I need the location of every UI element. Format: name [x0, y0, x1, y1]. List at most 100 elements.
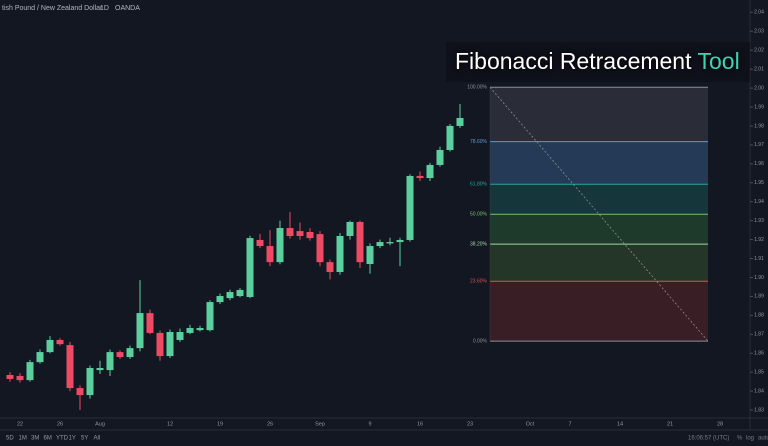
candle-body	[436, 150, 444, 165]
candle-body	[386, 242, 394, 244]
candle-body	[366, 246, 374, 265]
auto-toggle[interactable]: auto	[758, 436, 768, 442]
x-tick-label: 16	[417, 421, 423, 427]
candle-body	[456, 117, 464, 126]
candle-body	[416, 175, 424, 179]
y-tick-label: 2.01	[754, 66, 764, 72]
y-tick-label: 1.98	[754, 123, 764, 129]
y-tick-label: 1.85	[754, 369, 764, 375]
fib-zone	[490, 244, 708, 282]
candle-body	[446, 125, 454, 151]
y-tick-label: 1.84	[754, 388, 764, 394]
y-tick-label: 1.87	[754, 332, 764, 338]
x-tick-label: Oct	[526, 421, 535, 427]
y-tick-label: 1.90	[754, 275, 764, 281]
y-tick-label: 2.03	[754, 29, 764, 35]
candle-body	[26, 362, 34, 381]
range-button[interactable]: 1Y	[69, 436, 76, 442]
x-tick-label: 23	[467, 421, 473, 427]
candle-body	[86, 367, 94, 396]
interval: 1D	[100, 5, 109, 12]
candle-body	[146, 313, 154, 333]
candle-body	[156, 332, 164, 357]
range-button[interactable]: 3M	[31, 436, 39, 442]
fib-zone	[490, 214, 708, 245]
range-button[interactable]: 1M	[19, 436, 27, 442]
candle-body	[76, 388, 84, 396]
fib-level-label: 100.00%	[467, 85, 487, 91]
y-tick-label: 2.04	[754, 10, 764, 16]
y-tick-label: 1.83	[754, 407, 764, 413]
candle-body	[186, 328, 194, 333]
percent-toggle[interactable]: %	[737, 436, 743, 442]
candle-body	[406, 175, 414, 240]
candle-body	[106, 352, 114, 371]
x-tick-label: Sep	[315, 421, 325, 427]
y-tick-label: 1.99	[754, 104, 764, 110]
candle-body	[196, 328, 204, 331]
log-toggle[interactable]: log	[746, 436, 754, 442]
symbol: tish Pound / New Zealand Dollar	[2, 5, 103, 12]
fib-zone	[490, 87, 708, 142]
plot: 1.83 1.84 1.85 1.86 1.87 1.88 1.89 1.90 1.91 1.92…	[6, 10, 764, 427]
candle-body	[426, 164, 434, 179]
y-tick-label: 1.95	[754, 180, 764, 186]
candle-body	[206, 302, 214, 331]
clock: 16:06:57 (UTC)	[688, 436, 729, 442]
candle-body	[306, 232, 314, 239]
x-tick-label: 28	[717, 421, 723, 427]
candle-body	[356, 221, 364, 263]
overlay-title-main: Fibonacci Retracement	[455, 48, 692, 74]
fib-level-label: 50.00%	[470, 212, 488, 218]
candle-body	[236, 289, 244, 297]
y-tick-label: 1.89	[754, 294, 764, 300]
candle-body	[296, 231, 304, 236]
overlay-title: Fibonacci Retracement Tool	[455, 48, 740, 74]
candle-body	[326, 262, 334, 272]
candle-body	[16, 375, 24, 381]
x-tick-label: 12	[167, 421, 173, 427]
x-tick-label: 21	[667, 421, 673, 427]
y-tick-label: 1.94	[754, 199, 764, 205]
overlay-title-highlight: Tool	[697, 48, 739, 74]
fib-level-label: 0.00%	[473, 338, 488, 344]
title-backdrop	[446, 42, 750, 82]
candle-body	[46, 339, 54, 353]
candle-body	[36, 352, 44, 363]
y-tick-label: 1.88	[754, 313, 764, 319]
y-tick-label: 1.92	[754, 237, 764, 243]
x-tick-label: 19	[217, 421, 223, 427]
candle-body	[256, 239, 264, 247]
y-tick-label: 1.86	[754, 351, 764, 357]
candle-body	[126, 348, 134, 358]
y-tick-label: 1.93	[754, 218, 764, 224]
x-tick-label: 9	[368, 421, 371, 427]
fib-zone	[490, 184, 708, 215]
fib-level-label: 38.20%	[470, 241, 488, 247]
range-button[interactable]: All	[94, 436, 101, 442]
range-button[interactable]: YTD	[56, 436, 69, 442]
range-button[interactable]: 5D	[6, 436, 14, 442]
candle-body	[266, 246, 274, 263]
bottom-toolbar	[0, 430, 768, 446]
x-tick-label: 26	[267, 421, 273, 427]
y-tick-label: 1.96	[754, 161, 764, 167]
fib-level-label: 78.60%	[470, 139, 488, 145]
y-tick-label: 1.97	[754, 142, 764, 148]
candle-body	[56, 339, 64, 345]
x-tick-label: 26	[57, 421, 63, 427]
candle-body	[116, 352, 124, 358]
fib-zone	[490, 281, 708, 342]
candle-body	[346, 221, 354, 236]
candle-body	[136, 313, 144, 349]
x-tick-label: 7	[568, 421, 571, 427]
candle-body	[6, 375, 14, 379]
candle-body	[286, 228, 294, 236]
range-button[interactable]: 6M	[44, 436, 52, 442]
candle-body	[176, 332, 184, 340]
fib-level-label: 61.80%	[470, 182, 488, 188]
range-button[interactable]: 5Y	[81, 436, 88, 442]
candle-body	[336, 235, 344, 272]
y-tick-label: 1.91	[754, 256, 764, 262]
